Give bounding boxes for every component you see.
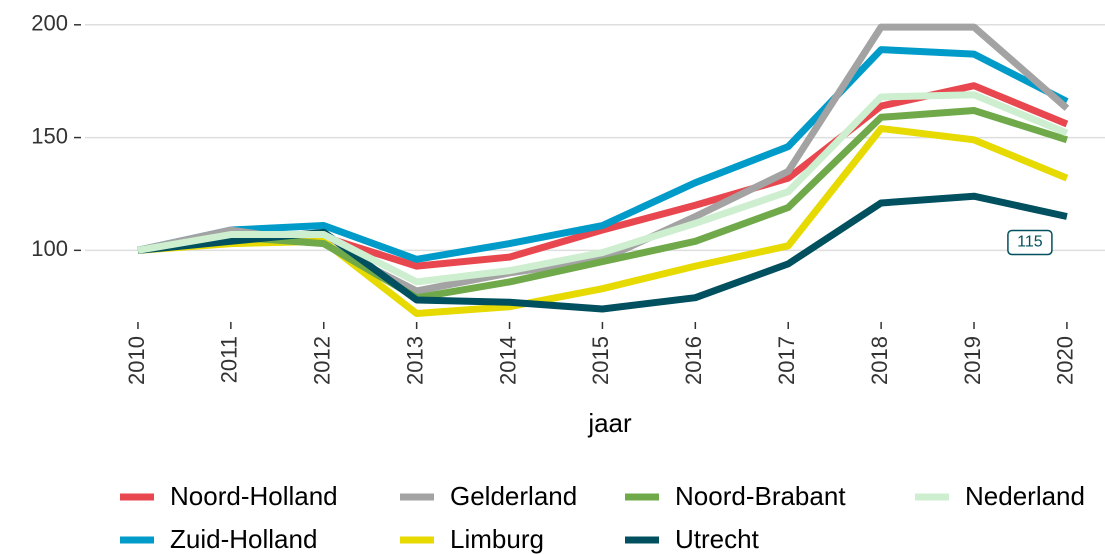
y-tick-label: 200 [31,11,68,36]
series-line [137,91,1069,286]
value-label-box [1007,229,1053,256]
series-line [137,125,1069,317]
x-tick-label: 2015 [588,336,613,385]
legend-label: Zuid-Holland [170,524,317,554]
x-tick-label: 2019 [960,336,985,385]
value-label: 115 [1017,234,1043,251]
series-line [137,107,1068,302]
legend-label: Utrecht [675,524,760,554]
x-tick-label: 2011 [217,336,242,383]
x-tick-label: 2016 [681,336,706,385]
legend-label: Nederland [965,481,1085,511]
x-tick-label: 2012 [310,336,335,385]
y-tick-label: 150 [31,123,68,148]
x-tick-label: 2020 [1053,336,1078,385]
x-tick-label: 2017 [774,336,799,385]
legend-label: Noord-Brabant [675,481,846,511]
y-tick-label: 100 [31,236,68,261]
x-tick-label: 2014 [495,336,520,385]
legend-label: Noord-Holland [170,481,338,511]
legend-label: Limburg [450,524,544,554]
x-tick-label: 2013 [402,336,427,385]
x-tick-label: 2010 [124,336,149,385]
x-tick-label: 2018 [867,336,892,385]
series-line [137,46,1069,263]
x-axis-label: jaar [587,408,632,438]
legend-label: Gelderland [450,481,577,511]
